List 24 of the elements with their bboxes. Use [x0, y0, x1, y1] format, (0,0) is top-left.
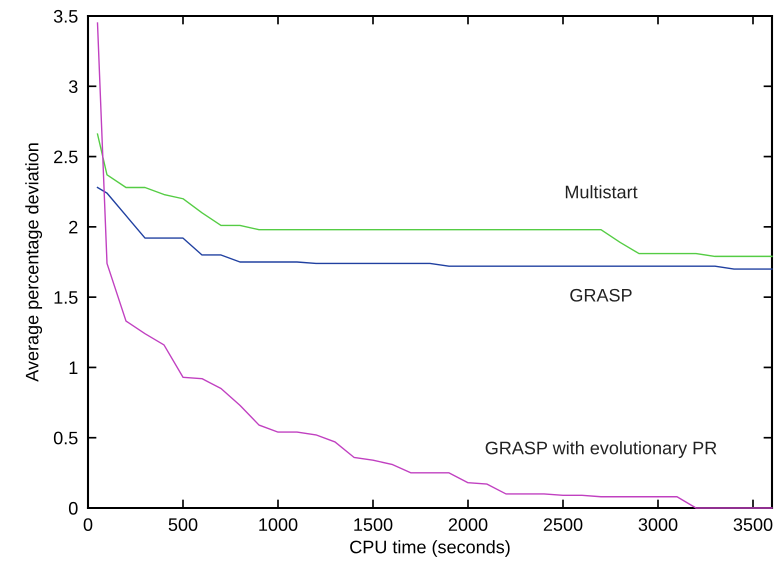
line-series	[96, 22, 773, 509]
x-tick-label: 0	[84, 518, 92, 531]
x-tick-label: 3500	[734, 518, 772, 531]
x-axis-title: CPU time (seconds)	[350, 540, 510, 557]
y-tick-label: 3	[68, 80, 78, 94]
x-tick-label: 500	[168, 518, 198, 531]
x-tick-label: 2000	[448, 518, 488, 531]
y-tick-label: 1.5	[54, 291, 78, 304]
line-series	[96, 133, 773, 258]
y-tick-label: 2.5	[54, 150, 78, 164]
y-tick-label: 3.5	[54, 10, 78, 23]
y-tick-label: 0.5	[54, 432, 78, 444]
y-axis-title: Average percentage deviation	[25, 143, 42, 382]
x-tick-label: 1500	[354, 518, 392, 531]
series-label: Multistart	[566, 185, 638, 198]
line-series	[96, 186, 773, 270]
x-tick-label: 3000	[638, 518, 678, 531]
x-tick-label: 1000	[259, 518, 298, 531]
y-tick-label: 0	[68, 502, 78, 515]
series-label: GRASP with evolutionary PR	[486, 441, 716, 458]
x-tick-label: 2500	[544, 518, 582, 531]
series-label: GRASP	[570, 288, 632, 302]
y-tick-label: 2	[69, 220, 78, 234]
y-tick-label: 1	[70, 362, 78, 374]
